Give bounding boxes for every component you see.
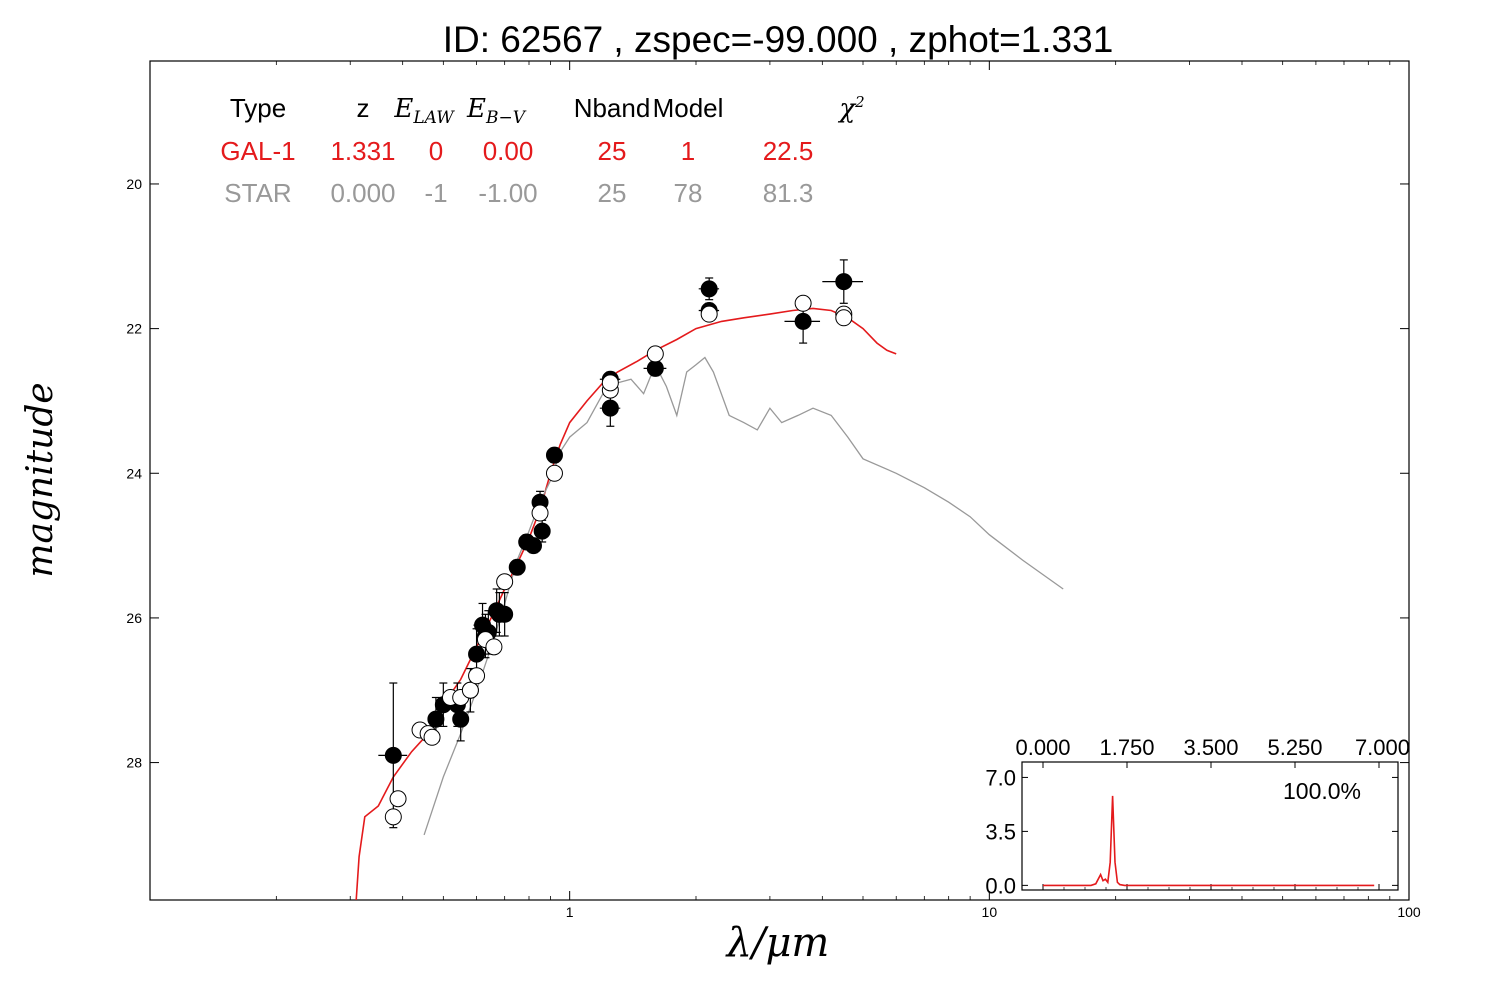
observed-point bbox=[508, 558, 526, 576]
y-axis-label: magnitude bbox=[20, 382, 61, 577]
model-point bbox=[835, 309, 853, 327]
observed-point bbox=[646, 359, 664, 377]
pdf-curve bbox=[1043, 795, 1375, 887]
chart-title: ID: 62567 , zspec=-99.000 , zphot=1.331 bbox=[443, 19, 1114, 60]
fit-table: Type z ELAW EB−V Nband Model χ2 GAL-1 1.331 0 0.00… bbox=[220, 93, 864, 208]
inset-y-tick-label: 0.0 bbox=[985, 873, 1016, 898]
x-tick-label: 1 bbox=[566, 904, 574, 920]
plot-frame bbox=[149, 60, 1410, 901]
star-row-cell: 81.3 bbox=[763, 178, 814, 208]
model-point bbox=[700, 305, 718, 323]
model-point bbox=[485, 638, 503, 656]
star-model-line bbox=[423, 356, 1064, 836]
inset-x-tick-label: 7.000 bbox=[1355, 735, 1410, 760]
observed-point bbox=[496, 605, 514, 623]
pdf-line bbox=[1043, 795, 1375, 887]
table-header: Type bbox=[230, 93, 286, 123]
model-point bbox=[646, 345, 664, 363]
observed-point bbox=[427, 710, 445, 728]
table-header: Nband bbox=[574, 93, 651, 123]
star-row-cell: -1 bbox=[424, 178, 447, 208]
x-axis-label: λ/μm bbox=[725, 920, 830, 966]
model-point bbox=[531, 504, 549, 522]
galaxy-model-line bbox=[355, 307, 897, 901]
y-tick-label: 24 bbox=[126, 465, 142, 481]
model-curves bbox=[355, 307, 1064, 901]
observed-point bbox=[700, 280, 718, 298]
galaxy-row-cell: 1.331 bbox=[330, 136, 395, 166]
x-tick-label: 10 bbox=[982, 904, 998, 920]
star-row-cell: -1.00 bbox=[478, 178, 537, 208]
inset-y-tick-label: 7.0 bbox=[985, 765, 1016, 790]
galaxy-row-cell: 1 bbox=[681, 136, 695, 166]
inset-x-tick-label: 1.750 bbox=[1099, 735, 1154, 760]
observed-point bbox=[794, 312, 812, 330]
model-point bbox=[545, 464, 563, 482]
table-header: EB−V bbox=[466, 94, 527, 128]
galaxy-row-cell: 0 bbox=[429, 136, 443, 166]
observed-point bbox=[384, 746, 402, 764]
galaxy-row-cell: 0.00 bbox=[483, 136, 534, 166]
star-row-cell: STAR bbox=[224, 178, 291, 208]
inset-x-tick-label: 3.500 bbox=[1183, 735, 1238, 760]
inset-x-tick-label: 5.250 bbox=[1267, 735, 1322, 760]
model-point bbox=[423, 728, 441, 746]
inset-annotation: 100.0% bbox=[1283, 778, 1361, 804]
star-row-cell: 25 bbox=[598, 178, 627, 208]
model-point bbox=[468, 667, 486, 685]
table-header: χ2 bbox=[837, 93, 864, 124]
y-tick-label: 22 bbox=[126, 321, 142, 337]
galaxy-row-cell: 25 bbox=[598, 136, 627, 166]
inset-background bbox=[1021, 761, 1399, 891]
model-point bbox=[461, 681, 479, 699]
model-point bbox=[496, 573, 514, 591]
inset-y-tick-label: 3.5 bbox=[985, 819, 1016, 844]
galaxy-row-cell: 22.5 bbox=[763, 136, 814, 166]
photometry-points bbox=[378, 259, 864, 829]
star-row-cell: 78 bbox=[674, 178, 703, 208]
observed-point bbox=[601, 399, 619, 417]
y-tick-label: 26 bbox=[126, 610, 142, 626]
table-header: z bbox=[357, 93, 370, 123]
table-header: ELAW bbox=[393, 94, 455, 128]
inset-x-tick-label: 0.000 bbox=[1015, 735, 1070, 760]
x-tick-label: 100 bbox=[1397, 904, 1421, 920]
model-point bbox=[601, 374, 619, 392]
observed-point bbox=[545, 446, 563, 464]
observed-point bbox=[468, 645, 486, 663]
model-point bbox=[794, 294, 812, 312]
y-tick-label: 28 bbox=[126, 755, 142, 771]
model-point bbox=[384, 808, 402, 826]
table-header: Model bbox=[653, 93, 724, 123]
observed-point bbox=[533, 522, 551, 540]
y-tick-label: 20 bbox=[126, 176, 142, 192]
observed-point bbox=[524, 537, 542, 555]
inset-axis-ticks: 0.000 1.750 3.500 5.250 7.000 0.0 3.5 7.0 bbox=[985, 735, 1410, 898]
observed-point bbox=[452, 710, 470, 728]
observed-point bbox=[835, 273, 853, 291]
star-row-cell: 0.000 bbox=[330, 178, 395, 208]
model-point bbox=[389, 790, 407, 808]
galaxy-row-cell: GAL-1 bbox=[220, 136, 295, 166]
